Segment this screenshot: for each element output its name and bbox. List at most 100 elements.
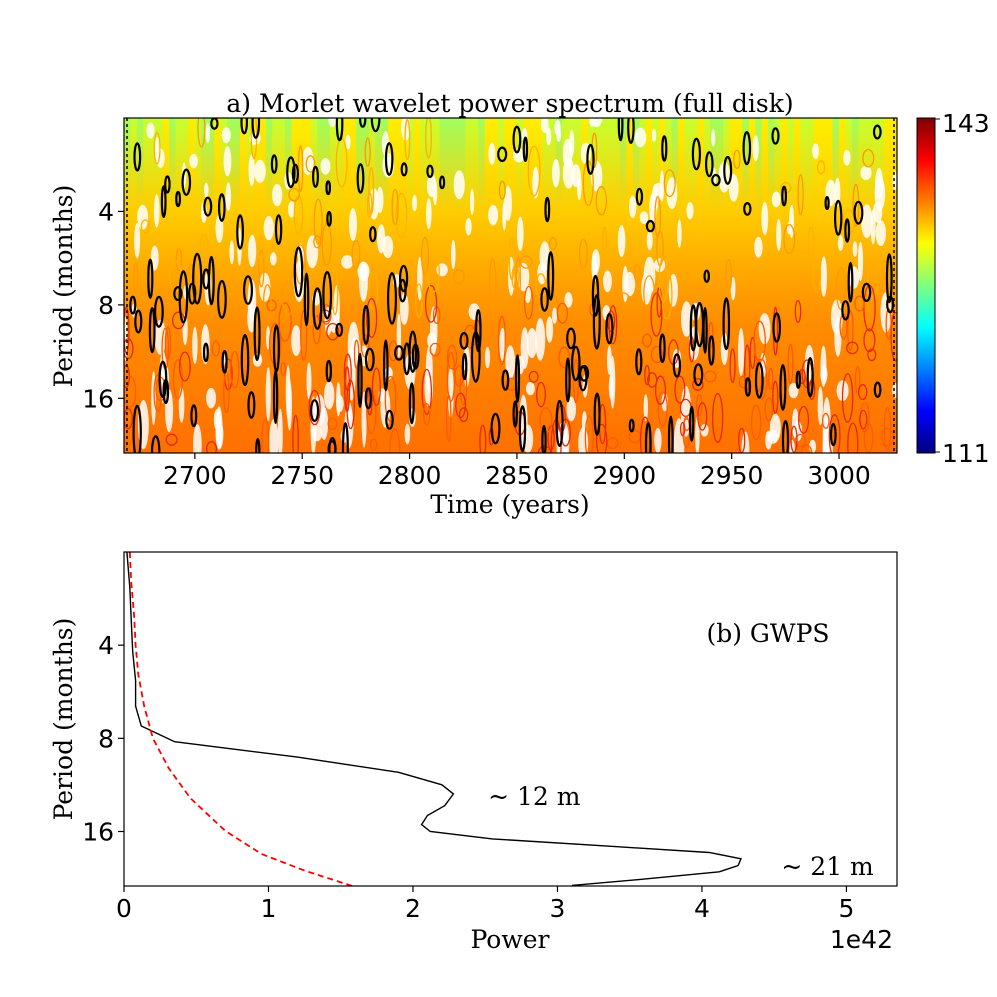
power-contour (205, 441, 218, 453)
power-gap (223, 146, 232, 177)
x-tick-label: 2800 (378, 461, 442, 490)
power-contour (404, 119, 411, 161)
power-gap (653, 182, 664, 200)
power-gap (861, 204, 873, 239)
power-gap (488, 204, 499, 226)
power-contour (395, 192, 408, 239)
power-gap (820, 256, 827, 297)
power-contour (515, 255, 521, 307)
power-contour (642, 333, 653, 348)
y-tick-label: 8 (98, 724, 114, 753)
significance-contour (181, 168, 192, 196)
power-contour (764, 397, 774, 422)
power-contour (263, 284, 272, 318)
power-gap (639, 211, 649, 225)
power-contour (798, 405, 810, 434)
significance-contour (885, 253, 893, 304)
power-strip (214, 118, 222, 453)
power-gap (345, 134, 351, 150)
power-contour (364, 137, 371, 167)
power-strip (278, 118, 286, 453)
power-contour (712, 393, 724, 443)
power-contour (847, 422, 859, 453)
power-contour (300, 310, 308, 361)
power-strip (613, 118, 621, 453)
significance-contour (218, 193, 226, 222)
power-gap (738, 327, 745, 377)
power-strip (227, 118, 235, 453)
power-gap (577, 172, 582, 201)
significance-contour (723, 155, 733, 185)
power-contour (292, 414, 299, 453)
significance-contour (202, 342, 209, 363)
power-gap (451, 240, 456, 270)
power-gap (229, 240, 235, 265)
significance-contour (439, 175, 446, 190)
power-contour (595, 423, 608, 453)
power-gap (526, 328, 538, 359)
power-gap (503, 185, 512, 221)
power-contour (313, 198, 323, 245)
power-strip (504, 118, 512, 453)
power-contour (857, 384, 868, 401)
significance-contour (411, 343, 420, 370)
panel-b-plot-bg (124, 552, 897, 886)
power-contour (816, 160, 826, 175)
y-tick-label: 16 (82, 384, 114, 413)
power-gap (225, 182, 232, 211)
significance-contour (461, 352, 468, 381)
power-gap (291, 325, 302, 357)
power-strip (484, 118, 492, 453)
significance-contour (806, 357, 814, 398)
power-contour (346, 379, 355, 430)
power-contour (508, 237, 515, 281)
power-gap (852, 241, 858, 257)
significance-contour (312, 287, 323, 330)
significance-contour (335, 322, 344, 337)
significance-contour (672, 353, 682, 378)
panel-b-annotations: ~ 12 m ~ 21 m (488, 782, 874, 881)
power-gap (767, 429, 779, 444)
power-gap (277, 408, 283, 453)
significance-contour (689, 405, 695, 442)
significance-contour (703, 269, 711, 283)
significance-contour (272, 324, 280, 373)
power-strip (652, 118, 660, 453)
power-contour (388, 340, 399, 362)
significance-contour (236, 214, 245, 250)
power-strip (343, 118, 350, 453)
power-contour (654, 195, 662, 238)
power-contour (368, 270, 379, 310)
x-tick-label: 2900 (592, 461, 656, 490)
power-gap (857, 241, 864, 282)
power-strip (433, 118, 441, 453)
significance-contour (540, 287, 549, 312)
power-contour (369, 438, 378, 452)
power-contour (729, 348, 736, 384)
power-strip (459, 118, 466, 453)
power-gap (848, 266, 860, 289)
power-strip (529, 118, 537, 453)
significance-contour (644, 421, 652, 453)
significance-contour (426, 164, 434, 178)
panel-a-xlabel: Time (years) (430, 490, 589, 519)
significance-contour (497, 146, 508, 163)
power-strip (690, 118, 698, 453)
power-strip (793, 118, 801, 453)
x-tick-label: 2750 (270, 461, 334, 490)
power-contour (821, 412, 830, 429)
power-strip (890, 118, 897, 453)
power-contour (498, 180, 506, 200)
power-contour (497, 315, 506, 366)
power-strip (568, 118, 576, 453)
power-gap (617, 225, 626, 258)
power-strip (330, 118, 338, 453)
power-strip (703, 118, 711, 453)
significance-contour (327, 440, 337, 453)
power-strip (143, 118, 151, 453)
power-gap (447, 366, 454, 418)
power-gap (730, 277, 736, 301)
power-strip (806, 118, 814, 453)
power-strip (858, 118, 866, 453)
power-strip (768, 118, 776, 453)
